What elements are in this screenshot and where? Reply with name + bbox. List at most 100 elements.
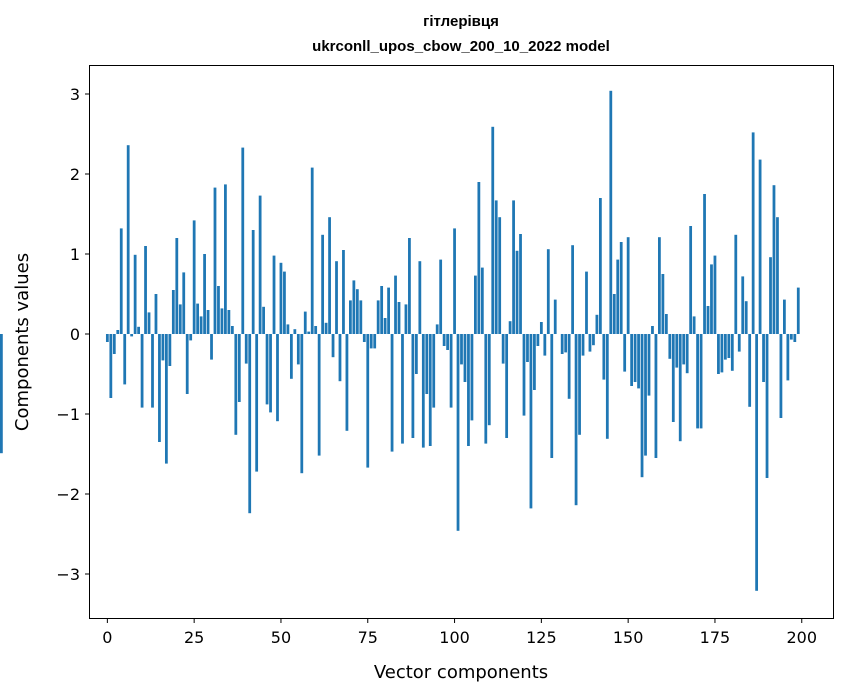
bar-11 [144,246,147,334]
x-axis-label: Vector components [374,662,548,683]
bar-172 [703,194,706,334]
bar-0 [105,334,109,342]
bar-104 [467,334,470,446]
bar-85 [401,334,404,444]
bar-131 [560,334,564,354]
x-tick-label: 125 [526,628,557,647]
bar-154 [640,334,644,478]
bar-48 [272,255,276,334]
bar-51 [283,271,286,334]
y-axis-label: Components values [12,253,33,431]
bar-71 [352,280,356,334]
bar-176 [717,334,720,374]
bar-47 [269,334,272,413]
bar-41 [248,334,252,514]
y-tick-label: −2 [56,485,80,504]
bar-159 [658,237,661,334]
bar-82 [390,334,394,452]
bar-15 [158,334,161,442]
bar-26 [196,303,200,334]
bar-90 [418,261,422,334]
bar-27 [199,316,203,334]
bar-120 [522,334,526,416]
bar-100 [453,228,456,334]
bar-128 [550,334,554,458]
bar-17 [164,334,168,464]
x-tick-label: 150 [613,628,644,647]
bar-103 [463,334,467,382]
bar-6 [126,145,130,334]
y-tick-label: −3 [56,565,80,584]
bar-96 [439,259,443,334]
y-tick-label: 2 [70,165,80,184]
chart-title: гітлерівця [423,13,499,30]
bar-138 [585,271,588,334]
bar-87 [408,238,411,334]
bar-29 [206,310,210,334]
bar-undefined [0,334,3,454]
bar-180 [730,334,734,371]
bar-175 [713,255,717,334]
bar-9 [137,326,140,334]
bar-132 [564,334,568,353]
bar-141 [595,314,599,334]
bar-161 [664,314,668,334]
bar-167 [685,334,689,374]
bar-52 [286,324,290,334]
bar-177 [720,334,724,373]
y-tick-label: −1 [56,405,80,424]
bar-37 [234,334,238,435]
bar-183 [741,276,745,334]
bar-67 [338,334,342,382]
bar-38 [237,334,241,402]
bar-93 [428,334,432,446]
bar-162 [668,334,672,359]
y-tick-label: 3 [70,85,80,104]
bar-126 [543,334,547,356]
bar-121 [526,334,529,362]
chart-subtitle: ukrconll_upos_cbow_200_10_2022 model [312,38,610,55]
bar-129 [553,299,557,334]
bar-46 [265,334,269,405]
bar-182 [737,334,741,352]
bar-127 [546,249,550,334]
bar-101 [456,334,460,531]
bar-190 [765,334,769,478]
bar-14 [154,294,158,334]
bar-57 [303,311,307,334]
bar-68 [342,250,345,334]
bar-164 [675,334,679,368]
bar-24 [189,334,193,341]
bar-33 [220,308,224,334]
bar-197 [789,334,793,340]
bar-7 [130,334,134,337]
bar-158 [654,334,658,458]
bar-66 [335,261,338,334]
bar-179 [727,334,731,358]
bar-84 [397,302,401,334]
y-tick-label: 1 [70,245,80,264]
bar-122 [529,334,533,509]
bar-181 [734,234,738,334]
bar-116 [508,321,512,334]
bar-163 [671,334,675,422]
bar-49 [276,334,279,422]
bar-13 [151,334,154,408]
bar-143 [602,334,606,380]
bar-152 [633,334,637,382]
bar-12 [147,312,151,334]
bar-169 [692,316,696,334]
bar-146 [612,294,616,334]
x-tick-label: 75 [358,628,378,647]
bar-108 [480,267,484,334]
bar-76 [369,334,373,349]
bar-23 [185,334,189,394]
bar-45 [262,306,265,334]
bars-group [0,90,800,591]
bar-5 [123,334,127,385]
bar-56 [300,334,304,474]
bar-18 [168,334,172,366]
bar-151 [630,334,634,386]
bar-174 [710,264,713,334]
bar-20 [175,238,179,334]
